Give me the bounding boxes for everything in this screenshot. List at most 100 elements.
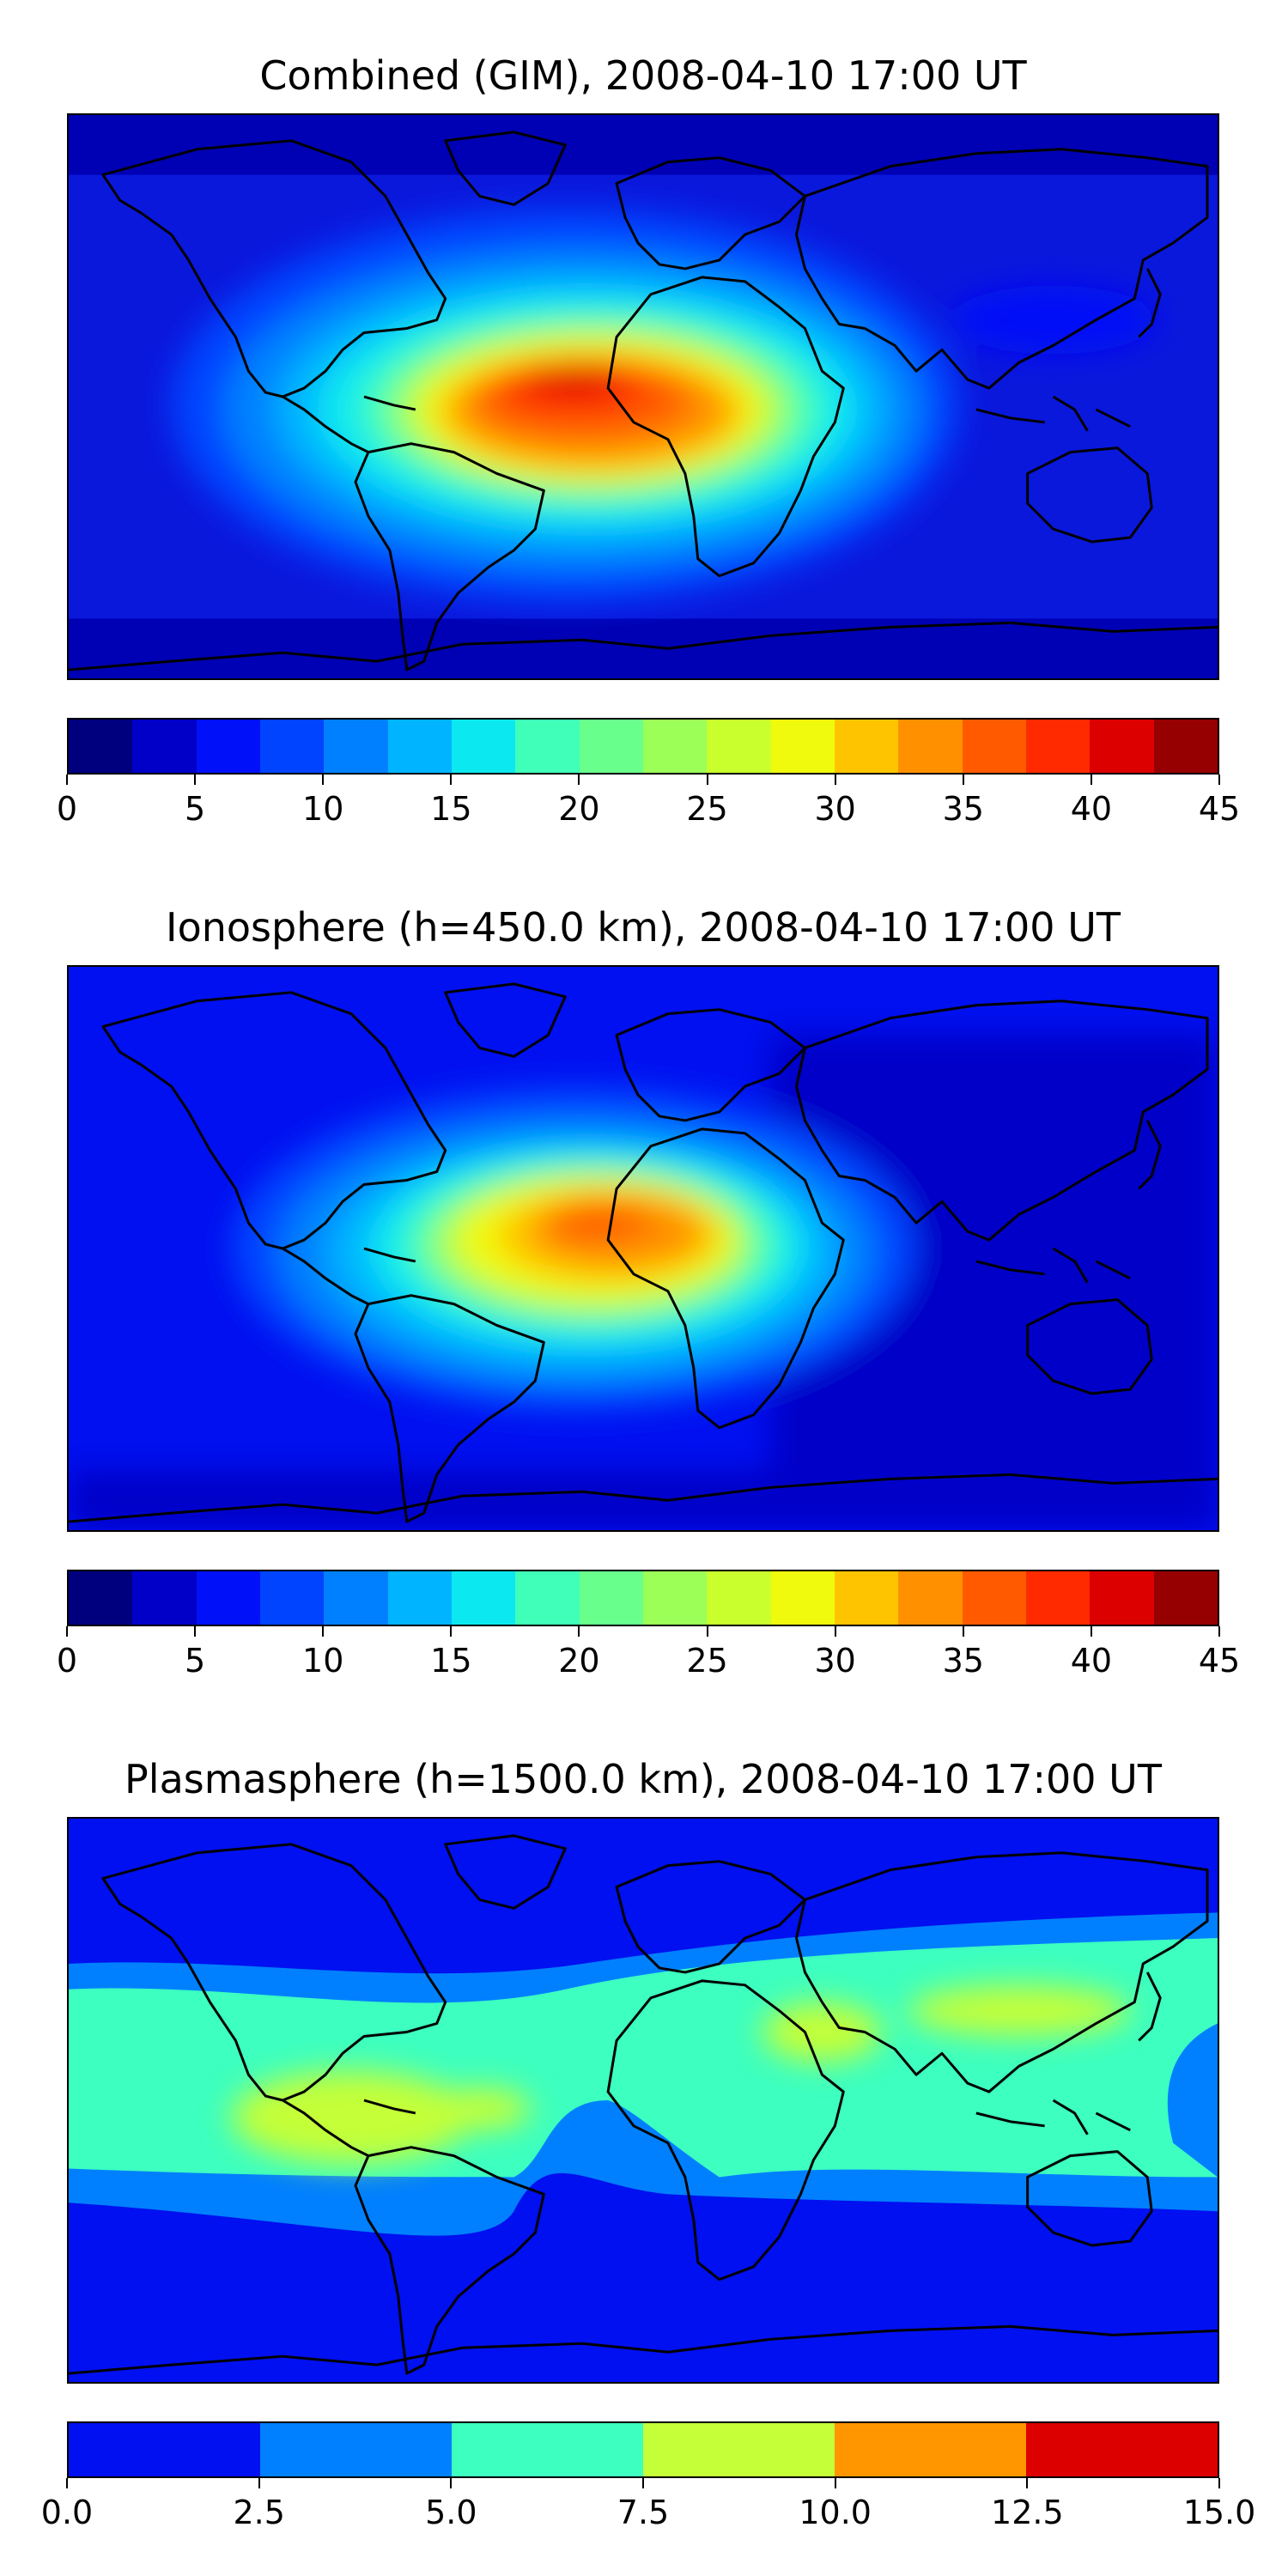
tick-mark [962,1626,964,1637]
tick-mark [450,775,453,785]
colorbar-segment [196,1571,260,1625]
colorbar-segment [579,1571,643,1625]
panel-3-map [67,1817,1219,2384]
colorbar-segment [259,720,325,773]
tick-mark [1090,775,1092,785]
panel-1-colorbar [67,718,1219,775]
tick-mark [834,775,836,785]
colorbar-segment [1090,720,1154,773]
tick-mark [194,1626,197,1637]
panel-2-title: Ionosphere (h=450.0 km), 2008-04-10 17:0… [166,904,1121,951]
tick-mark [834,1626,836,1637]
colorbar-segment [835,2423,1026,2476]
colorbar-segment [898,720,963,773]
tick-mark [962,775,964,785]
panel-2-map [67,965,1219,1532]
tick-label: 15 [430,1642,472,1680]
tick-label: 12.5 [991,2494,1064,2531]
tick-mark [578,775,580,785]
tick-mark [66,1626,68,1637]
colorbar-segment [196,720,260,773]
tick-mark [322,775,325,785]
tick-label: 25 [686,1642,728,1680]
colorbar-segment [834,1571,899,1625]
tick-label: 30 [814,790,856,828]
colorbar-segment [387,1571,452,1625]
colorbar-segment [1153,720,1218,773]
colorbar-segment [259,1571,325,1625]
tick-mark [1218,775,1220,785]
colorbar-segment [515,720,580,773]
tick-label: 0 [56,1642,78,1680]
colorbar-segment [132,720,197,773]
panel-3-colorbar-ticks: 0.0 2.5 5.0 7.5 10.0 12.5 15.0 [41,2478,1255,2538]
colorbar-segment [1025,720,1091,773]
colorbar-segment [707,720,771,773]
colorbar-segment [69,1571,133,1625]
tick-label: 0 [56,790,78,828]
tick-label: 45 [1198,790,1241,828]
panel-2-colorbar-ticks: 0 5 10 15 20 25 30 35 40 45 [57,1626,1240,1686]
tick-mark [578,1626,580,1637]
tick-label: 20 [558,1642,600,1680]
colorbar-segment [834,720,899,773]
colorbar-segment [1090,1571,1154,1625]
colorbar-segment [1026,2423,1218,2476]
tick-mark [66,775,68,785]
colorbar-segment [69,2423,260,2476]
panel-1-title: Combined (GIM), 2008-04-10 17:00 UT [259,52,1027,99]
colorbar-segment [387,720,452,773]
panel-2-colorbar [67,1570,1219,1626]
tick-label: 5 [185,1642,206,1680]
tick-label: 5 [185,790,206,828]
tick-mark [1218,2478,1220,2488]
tick-label: 40 [1070,790,1113,828]
tick-label: 40 [1070,1642,1113,1680]
tick-label: 15 [430,790,472,828]
tick-mark [642,2478,644,2488]
tick-label: 20 [558,790,600,828]
tick-mark [322,1626,325,1637]
colorbar-segment [643,2423,835,2476]
colorbar-segment [642,720,708,773]
tick-label: 5.0 [425,2494,477,2531]
tick-label: 10 [302,1642,344,1680]
colorbar-segment [132,1571,197,1625]
tick-mark [450,1626,453,1637]
colorbar-segment [1153,1571,1218,1625]
panel-1-colorbar-ticks: 0 5 10 15 20 25 30 35 40 45 [57,775,1240,835]
tick-mark [706,775,708,785]
tick-mark [1218,1626,1220,1637]
tick-mark [1026,2478,1029,2488]
tick-label: 30 [814,1642,856,1680]
colorbar-segment [898,1571,963,1625]
colorbar-segment [324,720,388,773]
colorbar-segment [515,1571,580,1625]
colorbar-segment [962,1571,1026,1625]
tick-label: 10 [302,790,344,828]
tick-mark [1090,1626,1092,1637]
tick-mark [834,2478,836,2488]
colorbar-segment [324,1571,388,1625]
tick-label: 45 [1198,1642,1241,1680]
tick-label: 10.0 [799,2494,872,2531]
panel-1-map [67,113,1219,680]
colorbar-segment [69,720,133,773]
tick-label: 15.0 [1182,2494,1256,2531]
tick-mark [706,1626,708,1637]
tick-label: 35 [942,1642,984,1680]
tick-label: 7.5 [617,2494,670,2531]
panel-3-title: Plasmasphere (h=1500.0 km), 2008-04-10 1… [125,1756,1162,1802]
colorbar-segment [642,1571,708,1625]
colorbar-segment [962,720,1026,773]
colorbar-segment [451,720,516,773]
plasmasphere-tec-map [69,1819,1218,2382]
colorbar-segment [260,2423,452,2476]
tick-label: 0.0 [40,2494,94,2531]
tick-label: 2.5 [233,2494,285,2531]
tick-mark [66,2478,68,2488]
colorbar-segment [451,1571,516,1625]
colorbar-segment [579,720,643,773]
colorbar-segment [770,1571,835,1625]
colorbar-segment [770,720,835,773]
